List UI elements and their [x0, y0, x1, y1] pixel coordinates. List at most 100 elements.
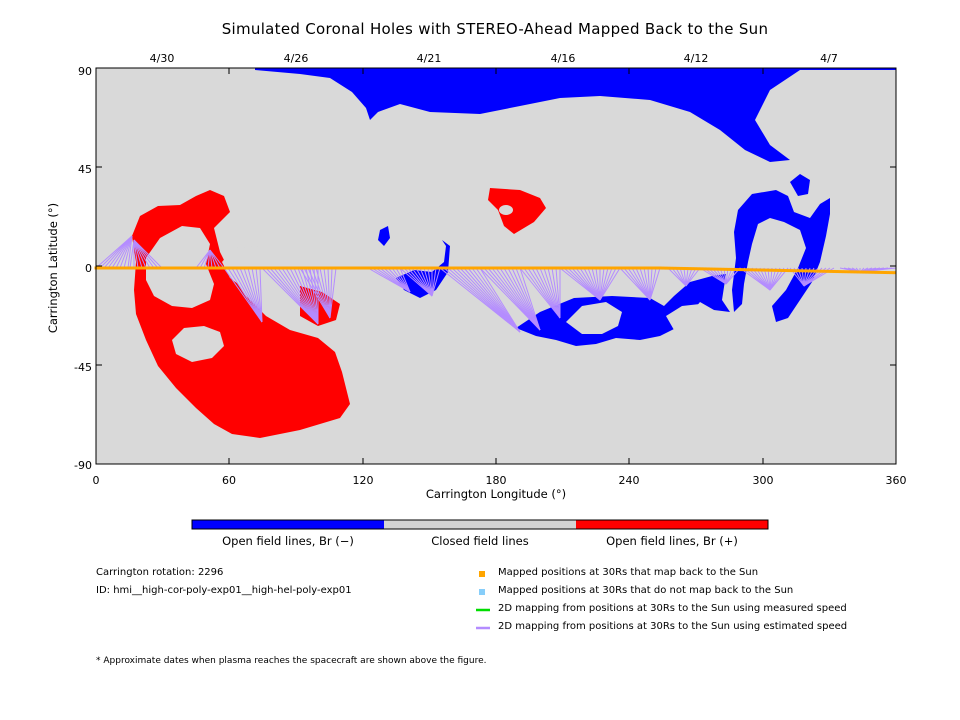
mapped-position-dot [853, 270, 857, 274]
mapped-position-dot [283, 266, 287, 270]
mapped-position-dot [580, 266, 584, 270]
mapping-line [643, 267, 651, 301]
mapping-line [685, 267, 693, 287]
mapping-line [495, 267, 541, 331]
mapping-line [491, 267, 541, 331]
mapped-position-dot [550, 266, 554, 270]
mapped-position-dot [454, 266, 458, 270]
mapping-line [327, 267, 331, 319]
mapped-position-dot [721, 267, 725, 271]
mapping-line [715, 267, 727, 285]
mapped-position-dot [385, 266, 389, 270]
mapping-line [567, 267, 601, 301]
mapped-position-dot [409, 266, 413, 270]
mapping-line [289, 267, 319, 325]
mapped-position-dot [673, 266, 677, 270]
mapped-position-dot [301, 266, 305, 270]
mapped-position-dot [628, 266, 632, 270]
mapping-line [239, 267, 263, 323]
mapped-position-dot [226, 266, 230, 270]
mapped-position-dot [661, 266, 665, 270]
mapping-line [631, 267, 651, 301]
mapped-position-dot [862, 270, 866, 274]
mapped-position-dot [424, 266, 428, 270]
mapped-position-dot [163, 266, 167, 270]
mapped-position-dot [622, 266, 626, 270]
mapping-line [329, 267, 333, 319]
mapping-line [313, 267, 319, 325]
mapped-position-dot [127, 266, 131, 270]
mapped-position-dot [736, 268, 740, 272]
mapping-line [579, 267, 601, 301]
mapped-position-dot [535, 266, 539, 270]
mapped-position-dot [349, 266, 353, 270]
colorbar-closed [384, 520, 576, 529]
mapped-position-dot [391, 266, 395, 270]
x-tick-label: 120 [353, 474, 374, 487]
y-tick-label: -45 [74, 361, 92, 374]
mapped-position-dot [400, 266, 404, 270]
mapped-position-dot [577, 266, 581, 270]
mapped-position-dot [592, 266, 596, 270]
mapped-position-dot [526, 266, 530, 270]
mapped-position-dot [280, 266, 284, 270]
mapped-position-dot [253, 266, 257, 270]
mapping-line [711, 267, 727, 285]
mapped-position-dot [445, 266, 449, 270]
mapped-position-dot [130, 266, 134, 270]
mapped-position-dot [805, 269, 809, 273]
mapped-position-dot [703, 267, 707, 271]
mapping-line [133, 239, 151, 269]
mapping-line [311, 267, 331, 319]
mapped-position-dot [835, 270, 839, 274]
mapped-position-dot [841, 270, 845, 274]
date-label: 4/26 [284, 52, 309, 65]
mapping-line [419, 267, 433, 297]
mapped-position-dot [598, 266, 602, 270]
mapping-line [539, 267, 561, 319]
x-tick-label: 60 [222, 474, 236, 487]
x-tick-label: 300 [753, 474, 774, 487]
mapped-position-dot [292, 266, 296, 270]
mapped-position-dot [643, 266, 647, 270]
mapped-positions-at-30rs [94, 266, 896, 275]
mapping-line [649, 267, 661, 301]
mapping-line [395, 267, 411, 293]
mapped-position-dot [484, 266, 488, 270]
mapped-position-dot [250, 266, 254, 270]
mapping-line [133, 239, 155, 269]
mapped-position-dot [151, 266, 155, 270]
mapped-position-dot [637, 266, 641, 270]
closed-island-6 [666, 304, 702, 330]
mapping-line [231, 267, 263, 323]
x-tick-label: 180 [486, 474, 507, 487]
mapping-line [297, 267, 319, 325]
mapping-line [301, 267, 319, 325]
mapped-position-dot [667, 266, 671, 270]
mapped-position-dot [595, 266, 599, 270]
positive-hole-small [488, 188, 546, 234]
mapped-position-dot [670, 266, 674, 270]
mapped-position-dot [139, 266, 143, 270]
mapped-position-dot [892, 271, 896, 275]
negative-hole-east-top [790, 174, 810, 196]
mapped-position-dot [460, 266, 464, 270]
mapped-position-dot [157, 266, 161, 270]
mapping-line [647, 267, 651, 301]
mapped-position-dot [190, 266, 194, 270]
mapped-position-dot [700, 267, 704, 271]
mapping-line [587, 267, 601, 301]
mapped-position-dot [823, 269, 827, 273]
mapped-position-dot [214, 266, 218, 270]
mapping-line [763, 267, 771, 291]
mapped-position-dot [709, 267, 713, 271]
mapped-position-dot [433, 266, 437, 270]
mapped-position-dot [553, 266, 557, 270]
mapped-position-dot [247, 266, 251, 270]
mapped-position-dot [166, 266, 170, 270]
mapped-position-dot [739, 268, 743, 272]
mapped-position-dot [808, 269, 812, 273]
mapping-line [431, 267, 441, 297]
mapping-line [535, 267, 561, 319]
light-blue-square-icon [479, 589, 485, 595]
